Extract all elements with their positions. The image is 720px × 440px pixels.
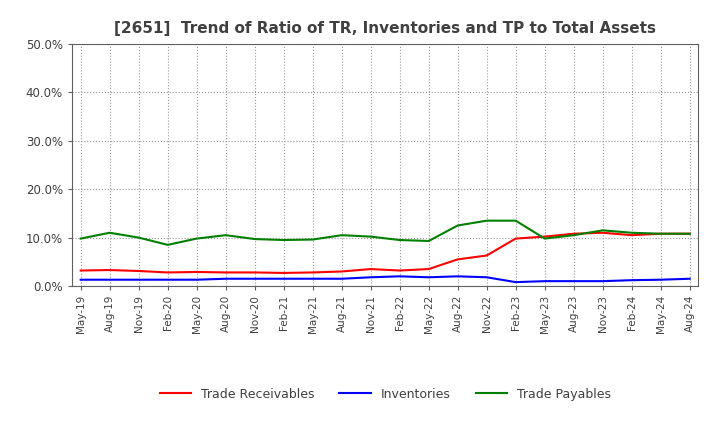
Trade Receivables bbox=[192, 269, 201, 275]
Inventories bbox=[163, 277, 172, 282]
Trade Receivables bbox=[76, 268, 85, 273]
Line: Trade Payables: Trade Payables bbox=[81, 220, 690, 245]
Inventories bbox=[105, 277, 114, 282]
Trade Receivables bbox=[424, 267, 433, 272]
Inventories bbox=[221, 276, 230, 282]
Inventories bbox=[76, 277, 85, 282]
Trade Payables bbox=[541, 236, 549, 241]
Inventories bbox=[541, 279, 549, 284]
Inventories bbox=[598, 279, 607, 284]
Line: Trade Receivables: Trade Receivables bbox=[81, 233, 690, 273]
Inventories bbox=[366, 275, 375, 280]
Trade Payables bbox=[424, 238, 433, 244]
Trade Receivables bbox=[570, 231, 578, 236]
Trade Payables bbox=[395, 238, 404, 243]
Line: Inventories: Inventories bbox=[81, 276, 690, 282]
Trade Payables bbox=[221, 232, 230, 238]
Inventories bbox=[570, 279, 578, 284]
Trade Receivables bbox=[279, 270, 288, 275]
Trade Payables bbox=[163, 242, 172, 247]
Trade Receivables bbox=[685, 231, 694, 236]
Trade Payables bbox=[511, 218, 520, 223]
Inventories bbox=[454, 274, 462, 279]
Trade Receivables bbox=[541, 234, 549, 239]
Trade Receivables bbox=[366, 267, 375, 272]
Trade Receivables bbox=[395, 268, 404, 273]
Inventories bbox=[279, 276, 288, 282]
Trade Receivables bbox=[338, 269, 346, 274]
Trade Payables bbox=[598, 228, 607, 233]
Inventories bbox=[685, 276, 694, 282]
Inventories bbox=[657, 277, 665, 282]
Trade Payables bbox=[105, 230, 114, 235]
Trade Payables bbox=[308, 237, 317, 242]
Trade Payables bbox=[76, 236, 85, 241]
Trade Payables bbox=[366, 234, 375, 239]
Trade Receivables bbox=[221, 270, 230, 275]
Trade Payables bbox=[338, 232, 346, 238]
Inventories bbox=[308, 276, 317, 282]
Inventories bbox=[192, 277, 201, 282]
Trade Payables bbox=[192, 236, 201, 241]
Inventories bbox=[135, 277, 143, 282]
Trade Payables bbox=[482, 218, 491, 223]
Legend: Trade Receivables, Inventories, Trade Payables: Trade Receivables, Inventories, Trade Pa… bbox=[155, 383, 616, 406]
Trade Payables bbox=[454, 223, 462, 228]
Trade Receivables bbox=[105, 268, 114, 273]
Inventories bbox=[627, 278, 636, 283]
Trade Receivables bbox=[454, 257, 462, 262]
Trade Payables bbox=[657, 231, 665, 236]
Trade Receivables bbox=[251, 270, 259, 275]
Inventories bbox=[482, 275, 491, 280]
Trade Receivables bbox=[511, 236, 520, 241]
Trade Receivables bbox=[308, 270, 317, 275]
Trade Payables bbox=[279, 238, 288, 243]
Inventories bbox=[511, 279, 520, 285]
Trade Receivables bbox=[657, 231, 665, 236]
Inventories bbox=[395, 274, 404, 279]
Inventories bbox=[424, 275, 433, 280]
Trade Receivables bbox=[135, 268, 143, 274]
Trade Receivables bbox=[627, 232, 636, 238]
Trade Receivables bbox=[163, 270, 172, 275]
Inventories bbox=[338, 276, 346, 282]
Trade Payables bbox=[135, 235, 143, 240]
Trade Receivables bbox=[482, 253, 491, 258]
Trade Payables bbox=[570, 232, 578, 238]
Trade Payables bbox=[685, 231, 694, 236]
Inventories bbox=[251, 276, 259, 282]
Trade Receivables bbox=[598, 230, 607, 235]
Trade Payables bbox=[627, 230, 636, 235]
Title: [2651]  Trend of Ratio of TR, Inventories and TP to Total Assets: [2651] Trend of Ratio of TR, Inventories… bbox=[114, 21, 656, 36]
Trade Payables bbox=[251, 236, 259, 242]
